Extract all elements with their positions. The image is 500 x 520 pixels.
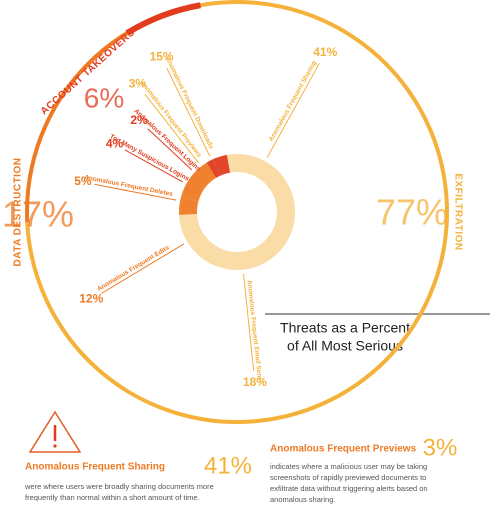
item-leader xyxy=(144,93,200,164)
item-leader xyxy=(94,183,177,201)
item-percent: 15% xyxy=(150,50,174,64)
callout-text: exfiltrate data without triggering alert… xyxy=(270,484,428,493)
item-percent: 5% xyxy=(74,174,92,188)
item-name: Anomalous Frequent Sharing xyxy=(268,60,318,143)
group-arc xyxy=(125,2,202,36)
item-name: Anomalous Frequent Deletes xyxy=(84,174,174,198)
group-percent: 6% xyxy=(84,82,124,113)
callout-percent: 3% xyxy=(423,434,458,461)
item-arc xyxy=(179,213,223,266)
item-percent: 41% xyxy=(313,45,337,59)
callout-text: indicates where a malicious user may be … xyxy=(270,462,427,471)
item-percent: 18% xyxy=(243,375,267,389)
item-arc xyxy=(214,245,268,270)
item-name: Anomalous Frequent Email Sent xyxy=(245,280,263,381)
callout-title: Anomalous Frequent Sharing xyxy=(25,462,165,473)
item-percent: 3% xyxy=(129,77,147,91)
callout-text: screenshots of rapidly previewed documen… xyxy=(270,473,426,482)
item-leader xyxy=(242,273,255,372)
item-arc xyxy=(181,162,217,202)
item-arc xyxy=(179,196,199,215)
title-line: of All Most Serious xyxy=(287,338,403,354)
item-leader xyxy=(124,149,184,183)
group-name: DATA DESTRUCTION xyxy=(13,158,24,267)
item-leader xyxy=(101,243,185,294)
group-arc xyxy=(25,31,129,223)
callout-text: frequently than normal within a short am… xyxy=(25,493,200,502)
item-arc xyxy=(206,159,221,179)
callout-text: anomalous sharing. xyxy=(270,495,335,504)
title-line: Threats as a Percent xyxy=(280,320,410,336)
item-arc xyxy=(213,154,231,176)
callout-text: were where users were broadly sharing do… xyxy=(24,482,214,491)
group-percent: 17% xyxy=(2,194,74,235)
item-leader xyxy=(147,128,192,171)
callout-percent: 41% xyxy=(204,452,252,479)
item-arc xyxy=(257,241,277,262)
item-percent: 2% xyxy=(130,113,148,127)
item-name: Anomalous Frequent Edits xyxy=(96,244,171,293)
warning-icon xyxy=(28,410,82,453)
item-name: Too Many Suspicious Logins xyxy=(108,133,190,183)
item-leader xyxy=(166,67,211,157)
item-arc xyxy=(226,154,295,255)
group-percent: 77% xyxy=(376,192,448,233)
item-leader xyxy=(266,63,320,159)
item-percent: 12% xyxy=(79,292,103,306)
callout-title: Anomalous Frequent Previews xyxy=(270,444,417,455)
group-name: EXFILTRATION xyxy=(452,173,463,250)
item-percent: 4% xyxy=(106,136,124,150)
group-arc xyxy=(25,0,449,424)
